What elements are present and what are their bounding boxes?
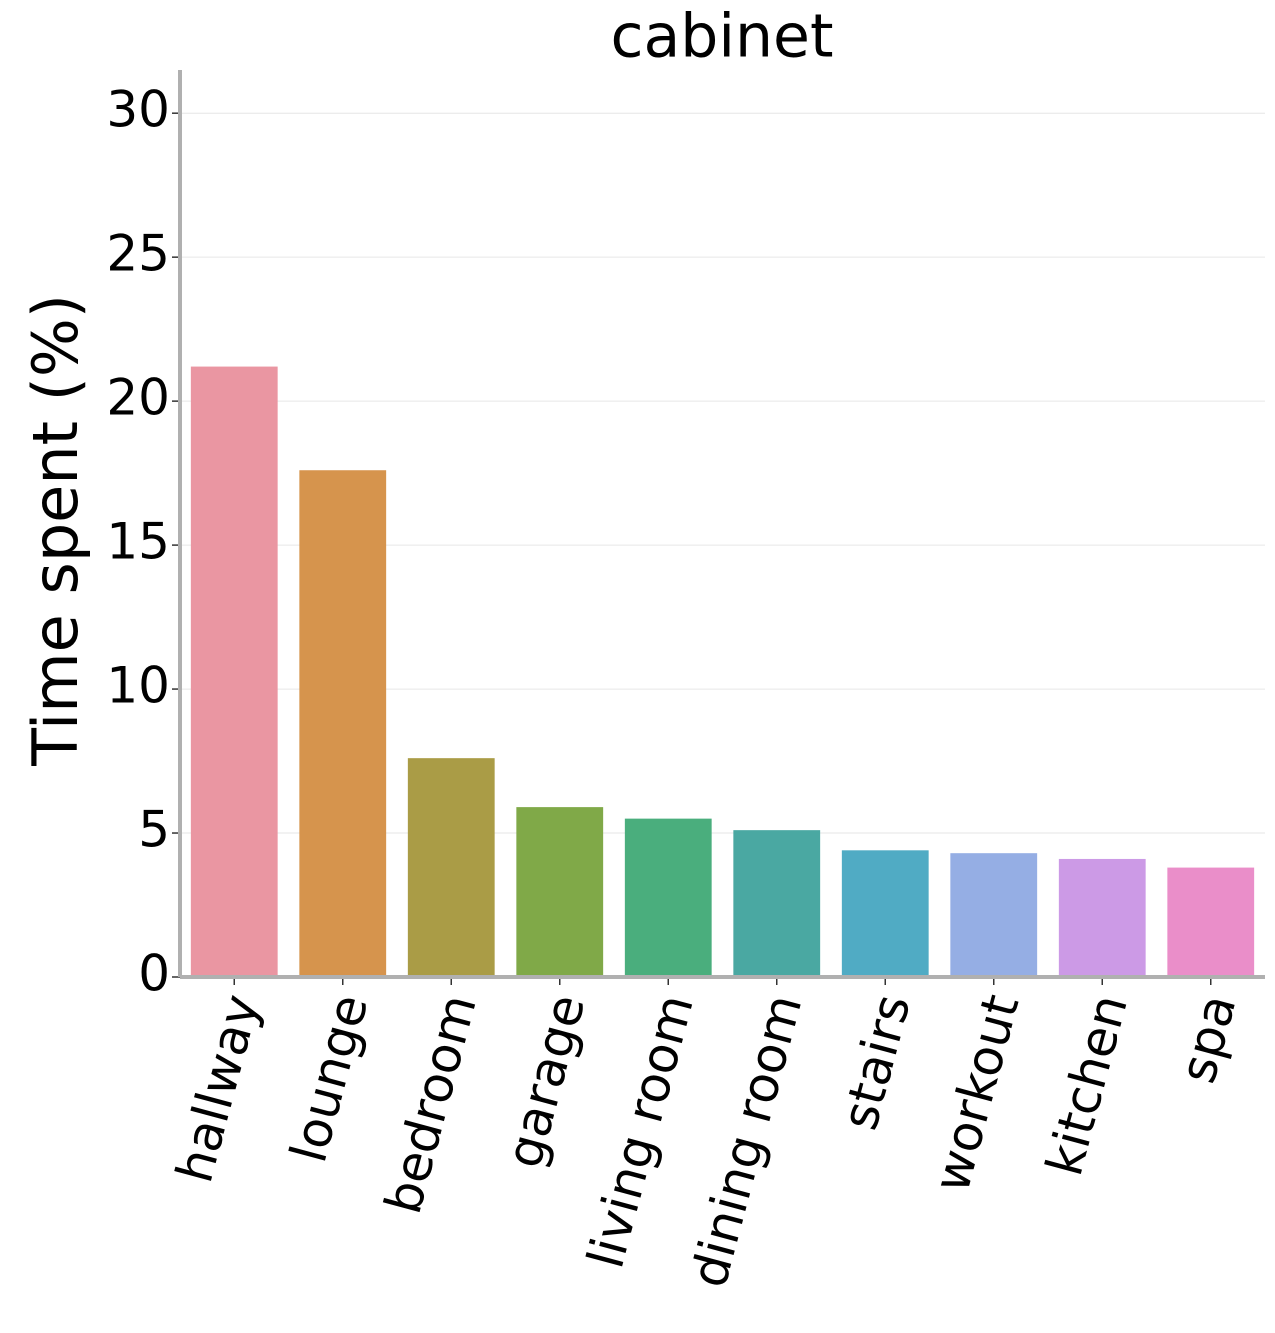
y-tick-label: 30: [106, 81, 170, 139]
y-tick-label: 10: [106, 657, 170, 715]
chart-title: cabinet: [611, 2, 834, 72]
x-tick-label: spa: [1168, 989, 1247, 1089]
y-tick-label: 5: [138, 801, 170, 859]
bar: [950, 853, 1038, 977]
bar: [407, 758, 495, 977]
x-tick-label: bedroom: [374, 989, 488, 1220]
bar: [1058, 858, 1146, 977]
bar: [733, 830, 821, 977]
x-tick-label: workout: [922, 989, 1030, 1198]
bar: [1167, 867, 1255, 977]
bar: [516, 807, 604, 977]
bar: [299, 470, 387, 977]
y-tick-label: 15: [106, 513, 170, 571]
y-axis-label: Time spent (%): [19, 294, 92, 767]
x-tick-label: stairs: [830, 989, 921, 1136]
bar: [190, 366, 278, 978]
x-tick-label: lounge: [279, 989, 379, 1169]
x-tick-label: kitchen: [1035, 989, 1139, 1182]
y-tick-label: 20: [106, 369, 170, 427]
y-tick-label: 25: [106, 225, 170, 283]
x-tick-label: hallway: [165, 989, 271, 1189]
x-tick-label: living room: [576, 989, 704, 1274]
y-tick-label: 0: [138, 945, 170, 1003]
bar: [624, 818, 712, 977]
x-tick-label: dining room: [680, 989, 814, 1294]
bar: [841, 850, 929, 977]
x-tick-label: garage: [495, 989, 597, 1174]
